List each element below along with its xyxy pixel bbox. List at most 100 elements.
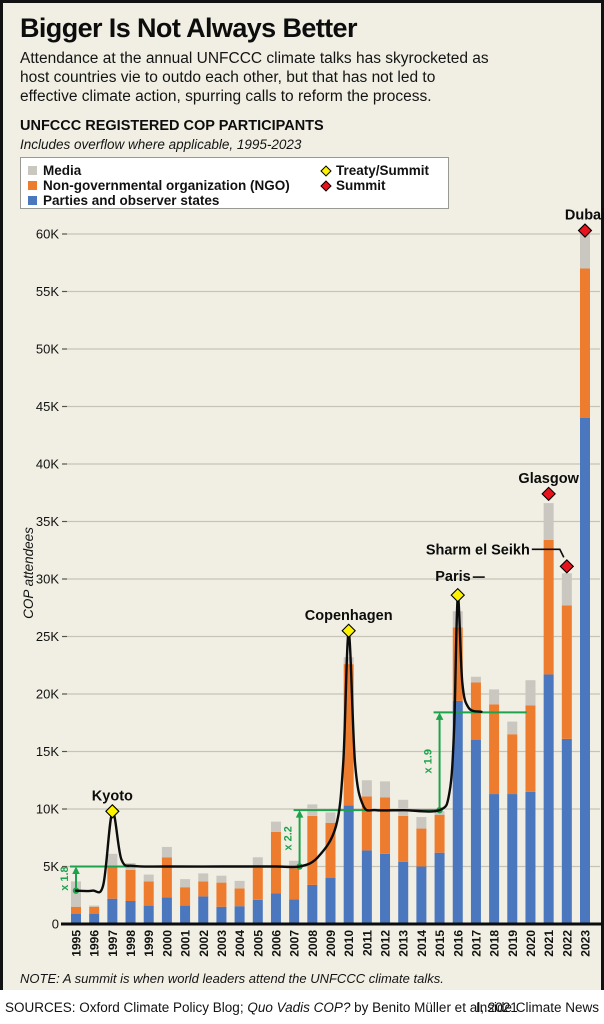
bar-2007-media [289,860,300,869]
x-tick-label-2012: 2012 [379,930,393,957]
marker-label-glasgow: Glasgow [518,471,579,487]
subtitle-line-3: effective climate action, spurring calls… [20,88,432,105]
bar-1996-parties [89,913,100,924]
bar-2019-media [507,721,518,735]
page-title: Bigger Is Not Always Better [20,13,357,43]
bar-2004-ngo [234,888,245,907]
bar-2012-ngo [380,797,391,854]
x-tick-label-2002: 2002 [197,930,211,957]
bar-2017-media [470,676,481,683]
growth-label-x2.2: x 2.2 [283,826,295,850]
bar-2007-parties [289,899,300,924]
treaty-summit-diamond-icon-copenhagen [341,623,356,639]
media-swatch-icon [28,166,37,175]
bar-2012-media [380,781,391,798]
bar-2004-parties [234,906,245,924]
bar-2005-ngo [252,867,263,900]
marker-label-dubai: Dubai [565,208,604,224]
legend-label-media: Media [43,163,82,178]
x-tick-label-1999: 1999 [142,930,156,957]
x-tick-label-1996: 1996 [88,930,102,957]
bar-2019-ngo [507,734,518,795]
x-tick-label-2000: 2000 [160,930,174,957]
bar-1999-parties [143,905,154,924]
chart-heading: UNFCCC REGISTERED COP PARTICIPANTS [20,118,324,134]
growth-label-x1.9: x 1.9 [423,749,435,773]
y-tick-label-25K: 25K [36,629,59,644]
bar-2014-ngo [416,828,427,867]
bar-2015-parties [434,852,445,924]
infographic-card: Bigger Is Not Always Better Attendance a… [0,0,604,990]
bar-2019-parties [507,794,518,924]
bar-2003-ngo [216,882,227,907]
x-tick-label-2015: 2015 [433,930,447,957]
summit-diamond-icon-glasgow [541,486,556,502]
bar-2001-ngo [180,887,191,906]
y-tick-label-45K: 45K [36,399,59,414]
bar-2013-parties [398,861,409,924]
legend-label-ngo: Non-governmental organization (NGO) [43,178,290,193]
bar-2010-media [343,657,354,665]
x-tick-label-2022: 2022 [560,930,574,957]
legend-item-parties: Parties and observer states [28,193,219,208]
bar-2010-ngo [343,664,354,806]
x-tick-label-2010: 2010 [342,930,356,957]
bar-2011-ngo [361,796,372,851]
growth-label-x1.8: x 1.8 [59,866,71,890]
growth-arrowhead-icon [72,866,80,874]
legend-label-treaty-summit: Treaty/Summit [336,163,430,178]
y-tick-label-50K: 50K [36,342,59,357]
bar-1997-media [107,853,118,866]
bar-2009-parties [325,878,336,924]
x-tick-label-2004: 2004 [233,930,247,957]
y-tick-label-15K: 15K [36,744,59,759]
bar-2023-media [580,234,591,269]
bar-2014-media [416,817,427,829]
marker-label-copenhagen: Copenhagen [305,608,393,624]
bar-2020-parties [525,791,536,924]
x-tick-label-2011: 2011 [360,930,374,956]
bar-1999-media [143,874,154,882]
bar-1998-ngo [125,869,136,901]
y-tick-label-20K: 20K [36,687,59,702]
bar-2011-media [361,780,372,797]
bar-2018-media [489,689,500,705]
bar-2013-media [398,799,409,816]
x-tick-label-2003: 2003 [215,930,229,957]
bar-2023-ngo [580,268,591,418]
bar-2018-parties [489,794,500,924]
bar-2020-ngo [525,705,536,792]
bar-2001-parties [180,905,191,924]
y-tick-label-40K: 40K [36,457,59,472]
bar-2017-parties [470,740,481,924]
bar-2008-ngo [307,815,318,885]
bar-2011-parties [361,850,372,924]
bar-2000-ngo [161,857,172,898]
publisher-credit: Inside Climate News [475,1000,599,1015]
bar-2004-media [234,880,245,889]
bar-2020-media [525,680,536,706]
x-tick-label-2014: 2014 [415,930,429,957]
y-tick-label-35K: 35K [36,514,59,529]
legend-item-treaty-summit: Treaty/Summit [320,163,430,178]
page-subtitle: Attendance at the annual UNFCCC climate … [20,49,595,106]
bar-2003-media [216,875,227,883]
x-tick-label-2007: 2007 [288,930,302,957]
bar-1995-parties [71,913,81,924]
bar-2002-parties [198,896,209,924]
bar-2009-ngo [325,822,336,878]
bar-2021-ngo [543,539,554,675]
growth-arrowhead-icon [295,810,304,818]
x-tick-label-2018: 2018 [488,930,502,957]
bar-2021-parties [543,674,554,924]
x-tick-label-2019: 2019 [506,930,520,957]
cop-attendance-chart: 0 5K 10K 15K 20K 25K 30K 35K 40K 45K 50K 55K 60K COP … [21,208,604,957]
bar-2007-ngo [289,868,300,900]
x-tick-label-2006: 2006 [269,930,283,957]
treaty-summit-diamond-icon-kyoto [105,804,120,819]
bar-2002-ngo [198,881,209,897]
treaty-summit-diamond-icon-paris [450,587,466,603]
bar-2005-media [252,857,263,868]
marker-label-paris: Paris [435,569,470,585]
